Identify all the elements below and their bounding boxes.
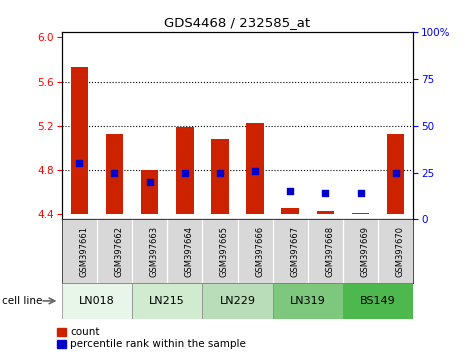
- Bar: [71, 67, 88, 214]
- Point: [111, 170, 118, 176]
- Point: [216, 170, 224, 176]
- Point: [76, 160, 83, 166]
- Text: cell line: cell line: [2, 296, 43, 306]
- Title: GDS4468 / 232585_at: GDS4468 / 232585_at: [164, 16, 311, 29]
- Point: [181, 170, 189, 176]
- Text: LN215: LN215: [149, 296, 185, 306]
- Bar: [387, 135, 404, 214]
- Bar: [202, 283, 273, 319]
- Text: GSM397662: GSM397662: [114, 226, 124, 277]
- Text: GSM397663: GSM397663: [150, 226, 159, 277]
- Bar: [247, 124, 264, 214]
- Text: LN018: LN018: [79, 296, 115, 306]
- Text: BS149: BS149: [360, 296, 396, 306]
- Point: [357, 190, 364, 196]
- Legend: count, percentile rank within the sample: count, percentile rank within the sample: [57, 327, 246, 349]
- Text: GSM397666: GSM397666: [255, 226, 264, 277]
- Bar: [352, 213, 369, 214]
- Bar: [343, 283, 413, 319]
- Text: GSM397670: GSM397670: [396, 226, 405, 277]
- Text: LN319: LN319: [290, 296, 326, 306]
- Bar: [281, 209, 299, 214]
- Text: GSM397668: GSM397668: [325, 226, 334, 277]
- Bar: [132, 283, 202, 319]
- Point: [322, 190, 329, 196]
- Point: [251, 168, 259, 173]
- Text: GSM397667: GSM397667: [290, 226, 299, 277]
- Point: [392, 170, 399, 176]
- Point: [286, 189, 294, 194]
- Bar: [62, 283, 132, 319]
- Text: GSM397669: GSM397669: [361, 226, 370, 277]
- Text: LN229: LN229: [219, 296, 256, 306]
- Point: [146, 179, 153, 185]
- Bar: [273, 283, 343, 319]
- Text: GSM397665: GSM397665: [220, 226, 229, 277]
- Bar: [211, 139, 228, 214]
- Text: GSM397664: GSM397664: [185, 226, 194, 277]
- Bar: [316, 211, 334, 214]
- Bar: [176, 127, 194, 214]
- Bar: [141, 170, 158, 214]
- Text: GSM397661: GSM397661: [79, 226, 88, 277]
- Bar: [105, 135, 124, 214]
